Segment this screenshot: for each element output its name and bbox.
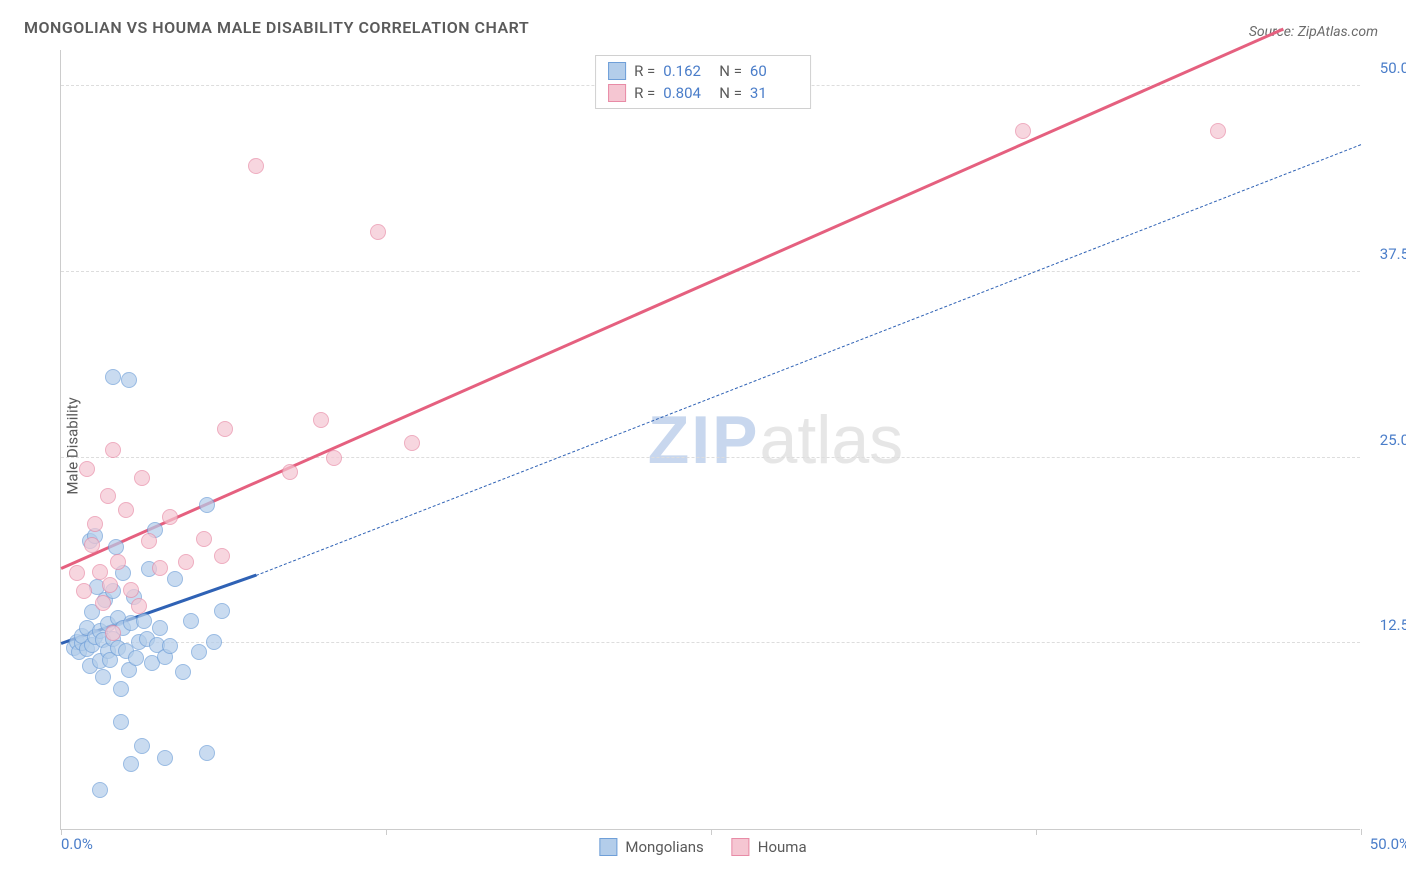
data-point (134, 738, 150, 754)
data-point (141, 533, 157, 549)
series-legend-label: Mongolians (625, 838, 703, 856)
y-tick-label: 12.5% (1365, 616, 1406, 634)
data-point (248, 158, 264, 174)
data-point (113, 714, 129, 730)
data-point (118, 502, 134, 518)
data-point (404, 435, 420, 451)
correlation-legend-row: R = 0.162 N = 60 (608, 60, 798, 82)
scatter-plot: ZIPatlas 12.5%25.0%37.5%50.0%0.0%50.0% (60, 50, 1360, 830)
data-point (282, 464, 298, 480)
data-point (76, 583, 92, 599)
data-point (95, 669, 111, 685)
data-point (157, 750, 173, 766)
y-tick-label: 50.0% (1365, 59, 1406, 77)
data-point (105, 625, 121, 641)
legend-swatch (599, 838, 617, 856)
data-point (79, 461, 95, 477)
data-point (87, 516, 103, 532)
watermark-part1: ZIP (648, 402, 760, 478)
legend-swatch (608, 84, 626, 102)
y-tick-label: 37.5% (1365, 245, 1406, 263)
data-point (178, 554, 194, 570)
data-point (162, 509, 178, 525)
trend-line-extrapolated (256, 145, 1361, 577)
series-legend-item: Mongolians (599, 838, 703, 856)
data-point (152, 620, 168, 636)
series-legend: Mongolians Houma (599, 838, 806, 856)
n-value: 31 (750, 84, 798, 102)
watermark: ZIPatlas (648, 401, 903, 479)
data-point (175, 664, 191, 680)
x-tick-label-min: 0.0% (61, 835, 93, 853)
n-label: N = (719, 62, 742, 80)
chart-title: MONGOLIAN VS HOUMA MALE DISABILITY CORRE… (24, 18, 529, 37)
r-label: R = (634, 62, 655, 80)
legend-swatch (732, 838, 750, 856)
gridline-horizontal (61, 271, 1360, 272)
gridline-horizontal (61, 642, 1360, 643)
data-point (183, 613, 199, 629)
r-label: R = (634, 84, 655, 102)
data-point (131, 598, 147, 614)
data-point (108, 539, 124, 555)
data-point (134, 470, 150, 486)
data-point (162, 638, 178, 654)
data-point (105, 442, 121, 458)
x-tick-mark (711, 829, 712, 835)
data-point (92, 782, 108, 798)
data-point (128, 650, 144, 666)
data-point (113, 681, 129, 697)
data-point (110, 554, 126, 570)
watermark-part2: atlas (760, 402, 904, 478)
x-tick-mark (1036, 829, 1037, 835)
n-value: 60 (750, 62, 798, 80)
data-point (84, 537, 100, 553)
data-point (95, 595, 111, 611)
data-point (123, 756, 139, 772)
data-point (199, 745, 215, 761)
data-point (102, 577, 118, 593)
correlation-legend: R = 0.162 N = 60 R = 0.804 N = 31 (595, 55, 811, 109)
r-value: 0.804 (663, 84, 711, 102)
x-tick-mark (386, 829, 387, 835)
source-attribution: Source: ZipAtlas.com (1249, 24, 1378, 40)
data-point (1015, 123, 1031, 139)
series-legend-label: Houma (758, 838, 807, 856)
data-point (167, 571, 183, 587)
series-legend-item: Houma (732, 838, 807, 856)
r-value: 0.162 (663, 62, 711, 80)
correlation-legend-row: R = 0.804 N = 31 (608, 82, 798, 104)
data-point (121, 372, 137, 388)
x-tick-label-max: 50.0% (1370, 835, 1406, 853)
data-point (136, 613, 152, 629)
data-point (196, 531, 212, 547)
data-point (100, 488, 116, 504)
data-point (123, 582, 139, 598)
data-point (313, 412, 329, 428)
data-point (370, 224, 386, 240)
data-point (217, 421, 233, 437)
data-point (191, 644, 207, 660)
data-point (199, 497, 215, 513)
data-point (152, 560, 168, 576)
data-point (1210, 123, 1226, 139)
data-point (214, 603, 230, 619)
x-tick-mark (1361, 829, 1362, 835)
legend-swatch (608, 62, 626, 80)
n-label: N = (719, 84, 742, 102)
data-point (105, 369, 121, 385)
data-point (69, 565, 85, 581)
data-point (214, 548, 230, 564)
y-tick-label: 25.0% (1365, 431, 1406, 449)
data-point (326, 450, 342, 466)
data-point (206, 634, 222, 650)
gridline-horizontal (61, 457, 1360, 458)
